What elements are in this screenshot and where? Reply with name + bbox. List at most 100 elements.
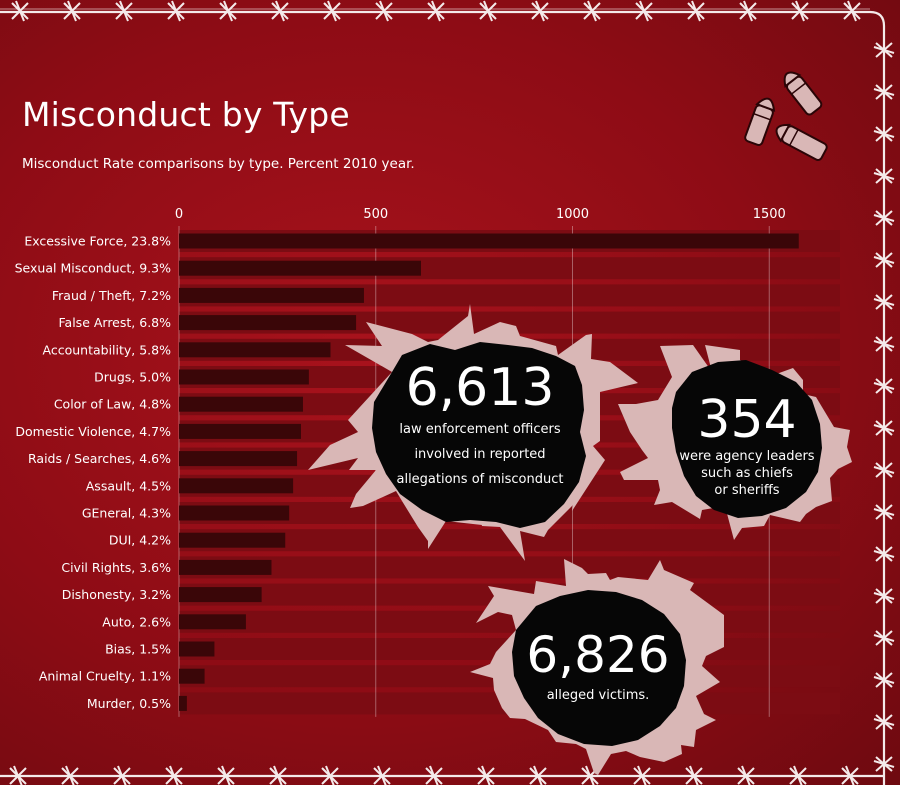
bar xyxy=(179,614,246,630)
barb-icon xyxy=(633,765,651,785)
callout-officers-line-2: involved in reported xyxy=(414,447,546,463)
barb-icon xyxy=(873,378,895,394)
barb-icon xyxy=(635,0,653,22)
barb-icon xyxy=(323,0,341,22)
page-subtitle: Misconduct Rate comparisons by type. Per… xyxy=(22,156,415,172)
barb-icon xyxy=(477,765,495,785)
category-label: Animal Cruelty, 1.1% xyxy=(39,669,171,684)
category-label: Bias, 1.5% xyxy=(105,642,171,657)
callout-officers: 6,613 law enforcement officers involved … xyxy=(380,362,580,490)
callout-officers-number: 6,613 xyxy=(405,358,555,418)
x-tick-label: 1000 xyxy=(556,207,589,222)
bar xyxy=(179,559,272,575)
category-label: Drugs, 5.0% xyxy=(94,370,171,385)
barb-icon xyxy=(739,0,757,22)
bullet-hole-3 xyxy=(470,559,724,775)
barb-icon xyxy=(873,630,895,646)
barb-icon xyxy=(63,0,81,22)
callout-leaders: 354 were agency leaders such as chiefs o… xyxy=(668,394,826,500)
barb-icon xyxy=(873,294,895,310)
barb-icon xyxy=(873,168,895,184)
barb-icon xyxy=(219,0,237,22)
bullet-hole-2 xyxy=(618,345,852,540)
x-tick-label: 0 xyxy=(175,207,183,222)
barb-icon xyxy=(789,765,807,785)
callout-victims-number: 6,826 xyxy=(526,626,670,684)
category-label: Sexual Misconduct, 9.3% xyxy=(15,261,172,276)
barb-icon xyxy=(737,765,755,785)
barb-icon xyxy=(873,336,895,352)
callout-leaders-number: 354 xyxy=(697,390,797,450)
barb-icon xyxy=(115,0,133,22)
barb-icon xyxy=(425,765,443,785)
bar-track xyxy=(179,556,840,579)
category-label: Civil Rights, 3.6% xyxy=(61,560,171,575)
barb-icon xyxy=(873,588,895,604)
bar xyxy=(179,695,187,711)
bar xyxy=(179,423,301,439)
barb-icon xyxy=(529,765,547,785)
barb-icon xyxy=(873,714,895,730)
callout-leaders-line-2: such as chiefs xyxy=(701,465,793,481)
barb-icon xyxy=(687,0,705,22)
category-label: Assault, 4.5% xyxy=(86,478,171,493)
barb-icon xyxy=(873,210,895,226)
callout-leaders-line-1: were agency leaders xyxy=(679,449,815,464)
barb-icon xyxy=(843,0,861,22)
barb-icon xyxy=(373,765,391,785)
category-label: Accountability, 5.8% xyxy=(43,342,172,357)
barb-icon xyxy=(531,0,549,22)
bar xyxy=(179,532,286,548)
category-label: Excessive Force, 23.8% xyxy=(24,234,171,249)
category-label: Raids / Searches, 4.6% xyxy=(28,451,171,466)
callout-leaders-line-3: or sheriffs xyxy=(714,482,780,498)
bar xyxy=(179,315,357,331)
barb-icon xyxy=(873,84,895,100)
barb-icon xyxy=(165,765,183,785)
barb-icon xyxy=(479,0,497,22)
callout-officers-line-1: law enforcement officers xyxy=(399,422,561,437)
category-label: Murder, 0.5% xyxy=(87,696,171,711)
barb-icon xyxy=(9,765,27,785)
barb-icon xyxy=(167,0,185,22)
bar xyxy=(179,260,422,276)
barb-icon xyxy=(873,756,895,772)
barb-icon xyxy=(427,0,445,22)
barb-icon xyxy=(873,126,895,142)
x-tick-label: 500 xyxy=(363,207,388,222)
barb-icon xyxy=(873,504,895,520)
barb-icon xyxy=(873,420,895,436)
page-title: Misconduct by Type xyxy=(22,95,350,134)
bar xyxy=(179,478,294,494)
wire-line xyxy=(0,10,886,785)
x-tick-label: 1500 xyxy=(753,207,786,222)
bar xyxy=(179,396,303,412)
bar xyxy=(179,342,331,358)
callout-victims-line-1: alleged victims. xyxy=(546,688,650,703)
barb-icon xyxy=(685,765,703,785)
barb-icon xyxy=(873,252,895,268)
bar xyxy=(179,369,309,385)
callout-officers-line-3: allegations of misconduct xyxy=(396,472,564,488)
category-label: GEneral, 4.3% xyxy=(82,506,171,521)
bar xyxy=(179,451,298,467)
bar xyxy=(179,233,799,249)
category-label: Domestic Violence, 4.7% xyxy=(15,424,171,439)
barb-icon xyxy=(873,672,895,688)
barb-icon xyxy=(321,765,339,785)
category-label: False Arrest, 6.8% xyxy=(59,315,172,330)
bar xyxy=(179,641,215,657)
barb-icon xyxy=(791,0,809,22)
category-label: Color of Law, 4.8% xyxy=(54,397,171,412)
bar-track xyxy=(179,529,840,552)
barb-icon xyxy=(375,0,393,22)
category-label: Dishonesty, 3.2% xyxy=(62,587,171,602)
bar xyxy=(179,505,290,521)
barb-icon xyxy=(113,765,131,785)
barb-icon xyxy=(873,546,895,562)
barb-icon xyxy=(583,0,601,22)
barb-icon xyxy=(873,462,895,478)
